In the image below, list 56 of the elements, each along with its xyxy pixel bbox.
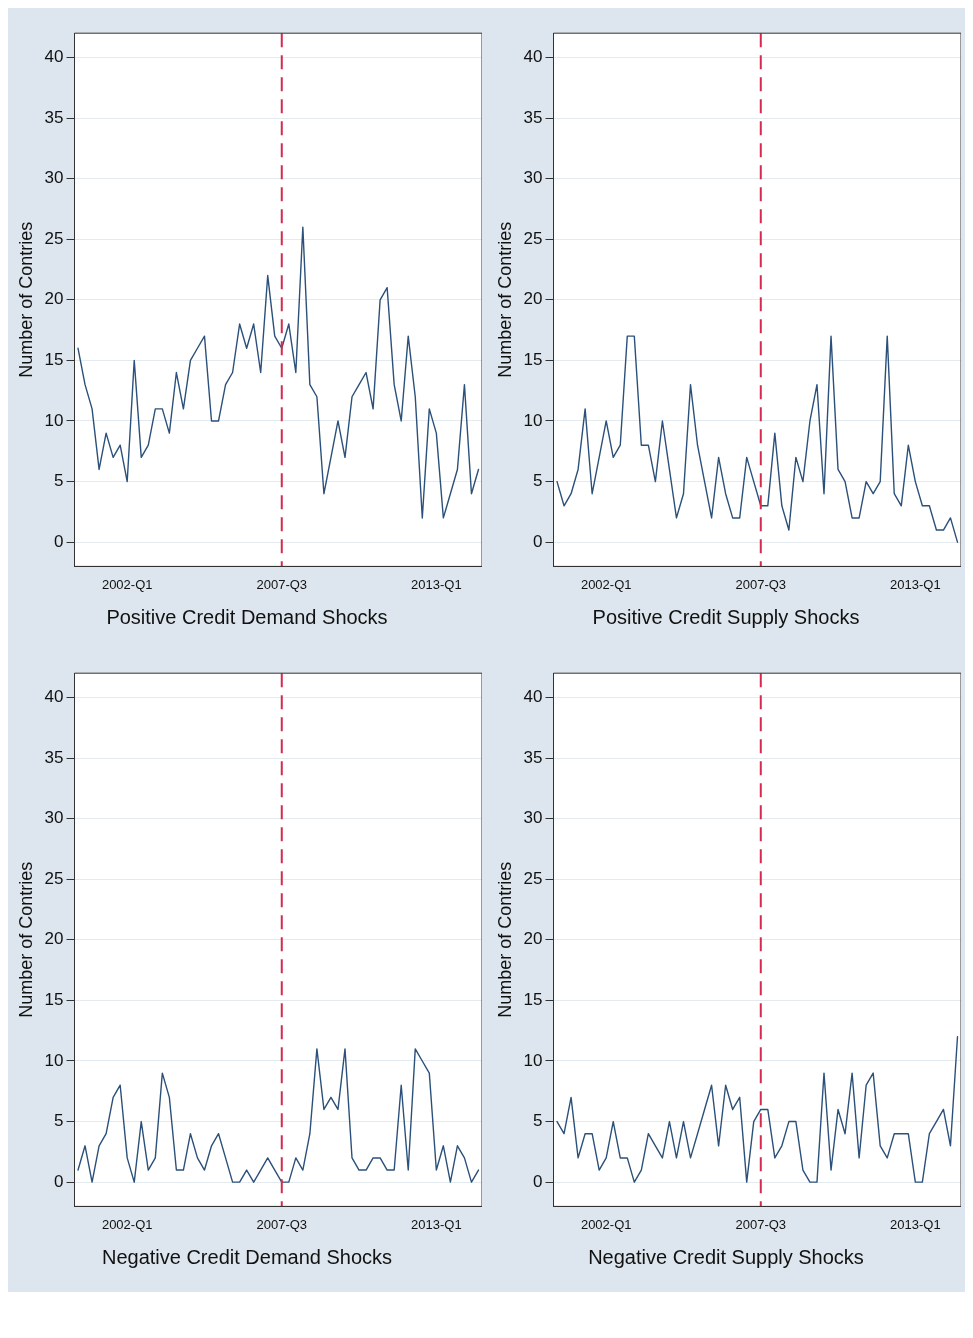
y-tick-label: 10: [523, 1050, 543, 1070]
y-tick-label: 10: [44, 1050, 64, 1070]
y-tick-label: 5: [532, 1111, 543, 1131]
y-axis-title: Number of Contries: [494, 861, 515, 1018]
y-tick-label: 20: [44, 929, 64, 949]
y-tick-label: 40: [44, 47, 64, 67]
x-tick-label: 2007-Q3: [735, 1216, 786, 1232]
y-tick-label: 30: [523, 168, 543, 188]
y-tick-label: 40: [523, 687, 543, 707]
x-tick-label: 2013-Q1: [889, 1216, 941, 1232]
y-tick-label: 10: [44, 410, 64, 430]
x-tick-label: 2013-Q1: [411, 576, 462, 592]
y-tick-label: 10: [523, 410, 543, 430]
y-tick-label: 20: [523, 929, 543, 949]
x-tick-label: 2007-Q3: [735, 576, 786, 592]
x-tick-label: 2007-Q3: [256, 1216, 308, 1232]
y-tick-label: 30: [44, 168, 64, 188]
x-tick-label: 2013-Q1: [889, 576, 941, 592]
y-tick-label: 15: [44, 350, 64, 370]
text: Positive Credit Demand Shocks: [106, 605, 388, 628]
y-tick-label: 0: [54, 531, 64, 551]
text: Positive Credit Supply Shocks: [592, 605, 860, 628]
x-tick-label: 2002-Q1: [102, 1216, 153, 1232]
y-tick-label: 0: [532, 1171, 543, 1191]
y-tick-label: 15: [523, 350, 543, 370]
text: Negative Credit Supply Shocks: [587, 1245, 864, 1268]
y-tick-label: 40: [523, 47, 543, 67]
y-tick-label: 35: [523, 107, 543, 127]
y-tick-label: 25: [523, 868, 543, 888]
y-tick-label: 30: [523, 808, 543, 828]
y-tick-label: 0: [532, 531, 543, 551]
y-tick-label: 5: [54, 471, 64, 491]
y-tick-label: 35: [523, 747, 543, 767]
y-tick-label: 35: [44, 747, 64, 767]
y-tick-label: 35: [44, 107, 64, 127]
y-tick-label: 25: [44, 868, 64, 888]
y-tick-label: 5: [54, 1111, 64, 1131]
y-tick-label: 25: [523, 228, 543, 248]
x-tick-label: 2007-Q3: [256, 576, 308, 592]
text: Negative Credit Demand Shocks: [102, 1245, 393, 1268]
y-tick-label: 5: [532, 471, 543, 491]
y-tick-label: 20: [44, 289, 64, 309]
x-tick-label: 2002-Q1: [102, 576, 153, 592]
x-tick-label: 2002-Q1: [580, 1216, 632, 1232]
y-axis-title: Number of Contries: [494, 221, 515, 378]
y-tick-label: 30: [44, 808, 64, 828]
y-axis-title: Number of Contries: [16, 861, 37, 1018]
y-tick-label: 15: [44, 990, 64, 1010]
x-tick-label: 2002-Q1: [580, 576, 632, 592]
y-tick-label: 25: [44, 228, 64, 248]
y-tick-label: 20: [523, 289, 543, 309]
y-tick-label: 0: [54, 1171, 64, 1191]
y-tick-label: 40: [44, 687, 64, 707]
x-tick-label: 2013-Q1: [411, 1216, 462, 1232]
y-tick-label: 15: [523, 990, 543, 1010]
y-axis-title: Number of Contries: [16, 221, 37, 378]
